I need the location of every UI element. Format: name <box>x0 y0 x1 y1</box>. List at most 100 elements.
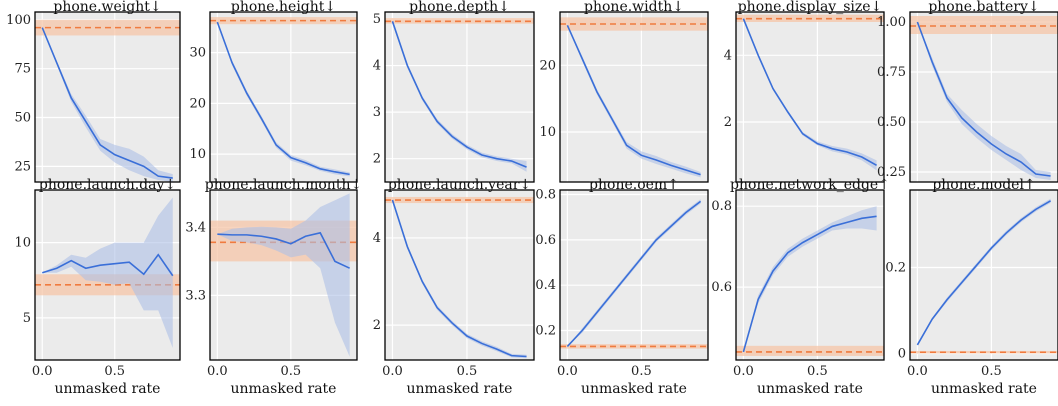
subplot-12: 0 0.2 0.0 0.5 unmasked rate phone.model↑ <box>885 177 1058 397</box>
subplot-title: phone.launch.year↓ <box>388 177 531 193</box>
subplot-title: phone.launch.day↓ <box>39 177 176 193</box>
subplot-title: phone.network_edge↑ <box>730 177 890 193</box>
plot-frame <box>34 189 181 361</box>
plot-area <box>560 190 708 360</box>
y-tick-label: 10 <box>539 125 556 140</box>
x-axis-label: unmasked rate <box>931 381 1037 397</box>
y-tick-label: 1.00 <box>877 15 906 30</box>
series-line <box>566 25 701 176</box>
plot-frame <box>34 11 181 183</box>
subplot-5: 2 4 phone.display_size↓ <box>724 0 885 183</box>
y-tick-label: 3.4 <box>185 220 206 235</box>
series-line <box>742 18 877 167</box>
subplot-title: phone.battery↓ <box>928 0 1039 15</box>
baseline-band <box>736 345 884 356</box>
y-tick-label: 5 <box>23 311 31 326</box>
plot-area <box>385 12 534 182</box>
subplot-title: phone.weight↓ <box>53 0 161 15</box>
y-tick-label: 3 <box>373 105 381 120</box>
x-tick-label: 0.0 <box>733 364 754 379</box>
subplot-title: phone.width↓ <box>584 0 684 15</box>
y-tick-label: 2 <box>724 115 732 130</box>
plot-frame <box>909 189 1058 361</box>
plot-area <box>910 190 1058 360</box>
y-tick-label: 100 <box>6 13 31 28</box>
confidence-band <box>743 18 877 171</box>
x-tick-label: 0.5 <box>281 364 302 379</box>
y-tick-label: 10 <box>189 147 206 162</box>
y-tick-label: 4 <box>373 231 381 246</box>
x-tick-label: 0.5 <box>807 364 828 379</box>
y-tick-label: 20 <box>189 96 206 111</box>
y-tick-label: 0.2 <box>885 260 906 275</box>
y-tick-label: 20 <box>539 58 556 73</box>
plot-frame <box>909 11 1058 183</box>
x-tick-label: 0.0 <box>382 364 403 379</box>
x-axis-label: unmasked rate <box>581 381 687 397</box>
y-tick-label: 2 <box>373 318 381 333</box>
confidence-band <box>567 25 701 178</box>
y-tick-label: 4 <box>373 59 381 74</box>
y-tick-label: 5 <box>373 12 381 27</box>
y-tick-label: 0.50 <box>877 115 906 130</box>
x-axis-label: unmasked rate <box>55 381 161 397</box>
x-tick-label: 0.0 <box>907 364 928 379</box>
subplot-4: 10 20 phone.width↓ <box>539 0 709 183</box>
subplot-6: 0.25 0.50 0.75 1.00 phone.battery↓ <box>877 0 1058 183</box>
series-line <box>916 200 1052 346</box>
subplot-9: 2 4 0.0 0.5 unmasked rate phone.launch.year↓ <box>373 177 535 397</box>
subplot-10: 0.2 0.4 0.6 0.8 0.0 0.5 unmasked rate phone.oem… <box>535 177 709 397</box>
y-tick-label: 0.25 <box>877 165 906 180</box>
y-tick-label: 50 <box>14 111 31 126</box>
plot-frame <box>209 189 358 361</box>
x-tick-label: 0.0 <box>32 364 53 379</box>
series-line <box>41 27 173 179</box>
y-tick-label: 75 <box>14 62 31 77</box>
plot-frame <box>559 189 709 361</box>
plot-frame <box>735 189 885 361</box>
subplot-title: phone.model↑ <box>932 177 1035 193</box>
subplot-8: 3.3 3.4 0.0 0.5 unmasked rate phone.launch.mo… <box>185 177 362 397</box>
series-line <box>391 199 527 358</box>
y-tick-label: 0.75 <box>877 65 906 80</box>
y-tick-label: 4 <box>724 48 732 63</box>
subplot-title: phone.launch.month↓ <box>205 177 362 193</box>
y-tick-label: 0.2 <box>535 324 556 339</box>
y-tick-label: 10 <box>14 236 31 251</box>
series-line <box>742 215 877 353</box>
x-axis-label: unmasked rate <box>231 381 337 397</box>
y-tick-label: 0.8 <box>535 188 556 203</box>
plot-area <box>385 190 534 360</box>
x-tick-label: 0.0 <box>207 364 228 379</box>
series-line <box>216 21 350 176</box>
plot-area <box>560 12 708 182</box>
series-line <box>391 21 527 168</box>
confidence-band <box>42 27 173 182</box>
y-tick-label: 0 <box>898 347 906 362</box>
subplot-title: phone.display_size↓ <box>738 0 883 15</box>
x-tick-label: 0.0 <box>557 364 578 379</box>
subplot-title: phone.depth↓ <box>409 0 510 15</box>
confidence-band <box>567 199 701 347</box>
y-tick-label: 0.6 <box>711 280 732 295</box>
y-tick-label: 0.4 <box>535 278 556 293</box>
series-line <box>916 21 1051 177</box>
confidence-band <box>743 206 877 352</box>
subplot-1: 25 50 75 100 phone.weight↓ <box>6 0 181 183</box>
plot-frame <box>384 11 535 183</box>
y-tick-label: 0.6 <box>535 233 556 248</box>
plot-frame <box>209 11 358 183</box>
y-tick-label: 2 <box>373 152 381 167</box>
confidence-band <box>42 197 173 348</box>
x-tick-label: 0.5 <box>981 364 1002 379</box>
x-tick-label: 0.5 <box>457 364 478 379</box>
plot-frame <box>384 189 535 361</box>
subplot-title: phone.height↓ <box>231 0 336 15</box>
x-axis-label: unmasked rate <box>407 381 513 397</box>
subplot-2: 10 20 30 phone.height↓ <box>189 0 358 183</box>
subplot-title: phone.oem↑ <box>589 177 679 193</box>
series-line <box>42 253 174 277</box>
baseline-band <box>910 16 1058 34</box>
subplot-11: 0.6 0.8 0.0 0.5 unmasked rate phone.network_e… <box>711 177 890 397</box>
